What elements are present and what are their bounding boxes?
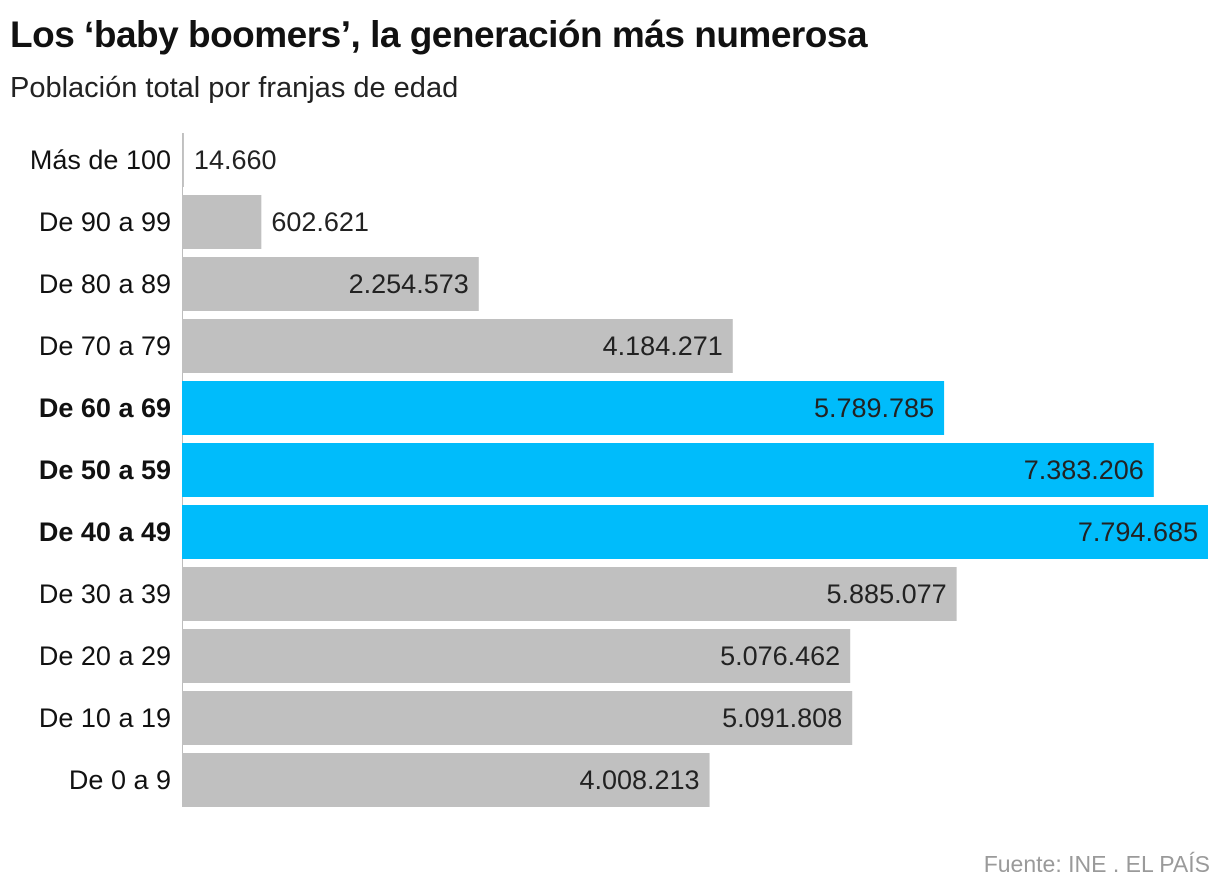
bar <box>182 381 945 435</box>
bar <box>182 691 853 745</box>
category-label: De 90 a 99 <box>39 207 171 237</box>
value-label: 7.383.206 <box>1024 455 1144 485</box>
chart-title: Los ‘baby boomers’, la generación más nu… <box>10 14 868 55</box>
bar <box>182 567 957 621</box>
category-label: De 20 a 29 <box>39 641 171 671</box>
chart-subtitle: Población total por franjas de edad <box>10 72 459 104</box>
category-label: De 60 a 69 <box>39 393 171 423</box>
bar <box>182 443 1154 497</box>
value-label: 5.885.077 <box>827 579 947 609</box>
bar <box>182 257 479 311</box>
value-label: 5.076.462 <box>720 641 840 671</box>
value-label: 5.091.808 <box>722 703 842 733</box>
category-label: De 0 a 9 <box>69 765 171 795</box>
bar <box>182 319 733 373</box>
value-label: 14.660 <box>194 145 277 175</box>
category-label: De 50 a 59 <box>39 455 171 485</box>
bar <box>182 629 851 683</box>
bar <box>182 195 262 249</box>
source-note: Fuente: INE . EL PAÍS <box>983 851 1210 877</box>
category-label: De 30 a 39 <box>39 579 171 609</box>
value-label: 2.254.573 <box>349 269 469 299</box>
value-label: 4.008.213 <box>579 765 699 795</box>
value-label: 4.184.271 <box>603 331 723 361</box>
bar <box>182 505 1208 559</box>
category-label: De 70 a 79 <box>39 331 171 361</box>
value-label: 602.621 <box>271 207 369 237</box>
value-label: 5.789.785 <box>814 393 934 423</box>
category-label: De 10 a 19 <box>39 703 171 733</box>
bar <box>182 133 184 187</box>
category-label: Más de 100 <box>30 145 171 175</box>
bar <box>182 753 710 807</box>
category-label: De 80 a 89 <box>39 269 171 299</box>
category-label: De 40 a 49 <box>39 517 171 547</box>
value-label: 7.794.685 <box>1078 517 1198 547</box>
